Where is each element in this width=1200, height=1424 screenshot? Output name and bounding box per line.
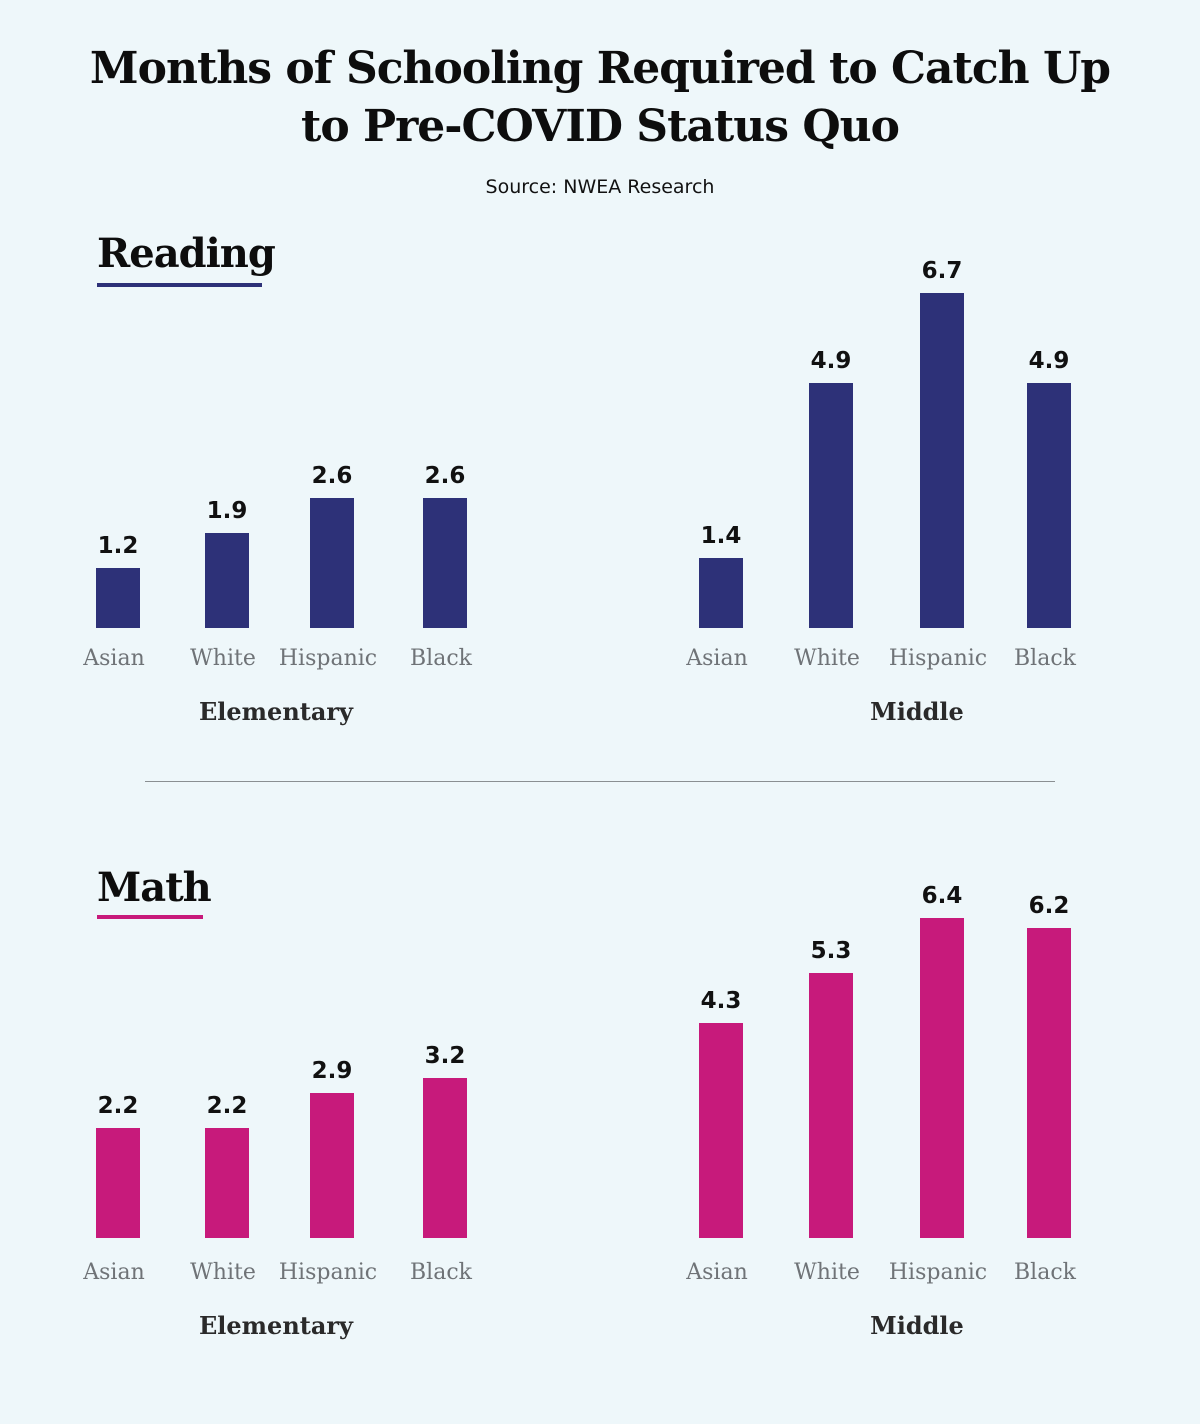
math-middle-group-label: Middle [870, 1311, 964, 1340]
reading-elementary-bar-white [205, 533, 249, 628]
source-note: Source: NWEA Research [485, 176, 715, 198]
reading-elementary-value-label-white: 1.9 [207, 498, 248, 524]
math-middle-value-label-asian: 4.3 [701, 988, 742, 1014]
math-middle-category-label-asian: Asian [685, 1260, 748, 1285]
reading-middle-value-label-white: 4.9 [811, 348, 852, 374]
math-middle-bar-asian [699, 1023, 743, 1238]
math-middle-value-label-black: 6.2 [1029, 893, 1070, 919]
reading-middle-category-label-black: Black [1014, 646, 1077, 671]
reading-middle-group-label: Middle [870, 697, 964, 726]
reading-middle-category-label-hispanic: Hispanic [889, 646, 987, 671]
math-elementary-value-label-asian: 2.2 [98, 1093, 139, 1119]
reading-elementary-value-label-asian: 1.2 [98, 533, 139, 559]
reading-middle-bar-hispanic [920, 293, 964, 628]
math-elementary-bar-asian [96, 1128, 140, 1238]
math-elementary-value-label-hispanic: 2.9 [312, 1058, 353, 1084]
math-middle-value-label-hispanic: 6.4 [922, 883, 963, 909]
reading-elementary-value-label-black: 2.6 [425, 463, 466, 489]
math-elementary-chart: 2.2 Asian 2.2 White 2.9 Hispanic 3.2 Black Eleme… [82, 1043, 472, 1340]
reading-middle-value-label-black: 4.9 [1029, 348, 1070, 374]
reading-underline [97, 283, 262, 287]
math-elementary-category-label-black: Black [410, 1260, 473, 1285]
math-elementary-category-label-asian: Asian [82, 1260, 145, 1285]
reading-middle-bar-asian [699, 558, 743, 628]
reading-elementary-group-label: Elementary [199, 697, 354, 726]
reading-elementary-bar-hispanic [310, 498, 354, 628]
section-divider [145, 781, 1055, 782]
math-elementary-value-label-black: 3.2 [425, 1043, 466, 1069]
chart-title: Months of Schooling Required to Catch Up… [0, 40, 1200, 156]
math-middle-chart: 4.3 Asian 5.3 White 6.4 Hispanic 6.2 Black Middl… [685, 883, 1076, 1340]
math-middle-bar-white [809, 973, 853, 1238]
math-elementary-bar-white [205, 1128, 249, 1238]
math-elementary-bar-black [423, 1078, 467, 1238]
math-elementary-category-label-white: White [190, 1260, 256, 1285]
reading-elementary-chart: 1.2 Asian 1.9 White 2.6 Hispanic 2.6 Black Eleme… [82, 463, 472, 726]
reading-middle-category-label-white: White [794, 646, 860, 671]
reading-elementary-category-label-white: White [190, 646, 256, 671]
reading-elementary-bar-black [423, 498, 467, 628]
title-line-1: Months of Schooling Required to Catch Up [89, 43, 1111, 94]
math-middle-bar-black [1027, 928, 1071, 1238]
math-middle-value-label-white: 5.3 [811, 938, 852, 964]
reading-elementary-bar-asian [96, 568, 140, 628]
section-title-math: Math [97, 864, 212, 911]
math-middle-category-label-white: White [794, 1260, 860, 1285]
reading-elementary-category-label-black: Black [410, 646, 473, 671]
math-middle-category-label-hispanic: Hispanic [889, 1260, 987, 1285]
reading-middle-category-label-asian: Asian [685, 646, 748, 671]
math-elementary-group-label: Elementary [199, 1311, 354, 1340]
reading-middle-bar-white [809, 383, 853, 628]
math-middle-category-label-black: Black [1014, 1260, 1077, 1285]
title-line-2: to Pre-COVID Status Quo [301, 101, 900, 152]
math-middle-bar-hispanic [920, 918, 964, 1238]
reading-elementary-category-label-hispanic: Hispanic [279, 646, 377, 671]
math-underline [97, 915, 203, 919]
reading-middle-value-label-hispanic: 6.7 [922, 258, 963, 284]
math-elementary-category-label-hispanic: Hispanic [279, 1260, 377, 1285]
reading-elementary-value-label-hispanic: 2.6 [312, 463, 353, 489]
math-elementary-value-label-white: 2.2 [207, 1093, 248, 1119]
reading-middle-bar-black [1027, 383, 1071, 628]
section-title-reading: Reading [97, 230, 276, 277]
reading-middle-chart: 1.4 Asian 4.9 White 6.7 Hispanic 4.9 Black Middl… [685, 258, 1076, 726]
reading-elementary-category-label-asian: Asian [82, 646, 145, 671]
math-elementary-bar-hispanic [310, 1093, 354, 1238]
reading-middle-value-label-asian: 1.4 [701, 523, 742, 549]
